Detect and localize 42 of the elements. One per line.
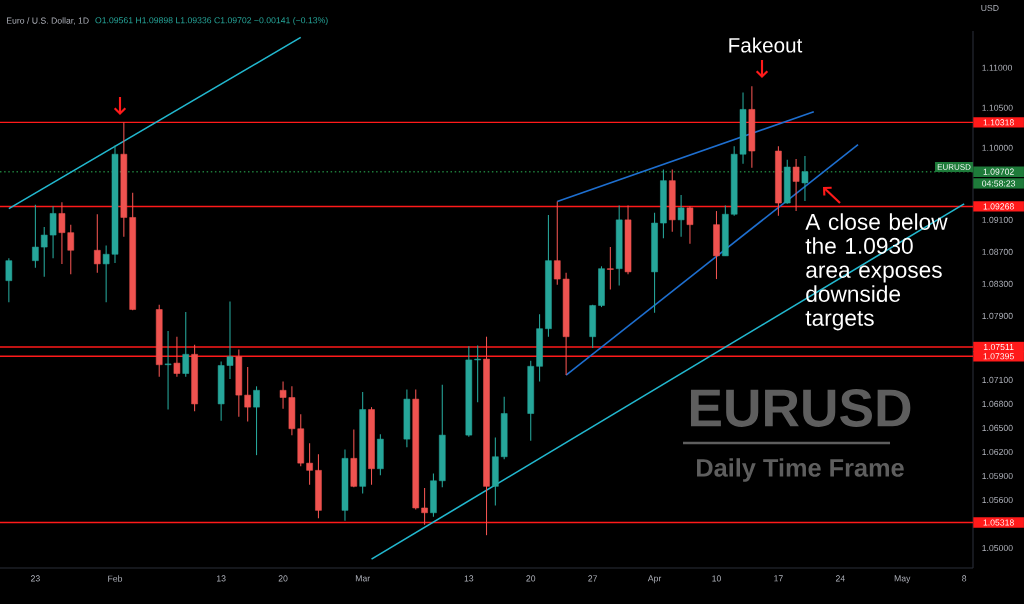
ref-line-label: 1.09702 xyxy=(983,168,1014,175)
chart-title: Euro / U.S. Dollar, 1D xyxy=(6,17,89,25)
y-tick-label: 1.08300 xyxy=(982,280,1013,287)
x-tick-label: 20 xyxy=(278,575,288,582)
ref-line-label: 1.07511 xyxy=(983,343,1014,351)
annotation: EURUSD xyxy=(690,389,911,427)
y-tick-label: 1.06500 xyxy=(982,424,1013,431)
x-tick-label: Mar xyxy=(355,575,370,582)
y-tick-label: 1.09100 xyxy=(982,216,1013,223)
y-tick-label: 1.10000 xyxy=(982,144,1013,151)
x-tick-label: 13 xyxy=(216,575,226,582)
y-tick-label: 1.10500 xyxy=(982,104,1013,111)
y-tick-label: 1.06200 xyxy=(982,448,1013,456)
y-tick-label: 1.05900 xyxy=(982,472,1013,480)
chart-subtitle: O1.09561 H1.09898 L1.09336 C1.09702 −0.00141 (−0.13%) xyxy=(95,16,328,26)
ref-line-label: 1.07395 xyxy=(983,353,1014,360)
ref-line-label: 1.10318 xyxy=(983,119,1014,126)
x-tick-label: 23 xyxy=(31,575,40,582)
x-tick-label: May xyxy=(894,575,911,584)
annotation: Daily Time Frame xyxy=(697,458,904,482)
annotation: Fakeout xyxy=(729,37,803,53)
x-tick-label: 20 xyxy=(526,575,536,582)
y-tick-label: 1.05600 xyxy=(982,496,1013,504)
ref-line-label: 1.05318 xyxy=(983,519,1014,526)
x-tick-label: 10 xyxy=(712,575,721,582)
x-tick-label: 13 xyxy=(464,575,474,582)
y-tick-label: 1.05000 xyxy=(982,544,1013,552)
y-tick-label: 1.07100 xyxy=(982,376,1013,383)
x-tick-label: Feb xyxy=(108,575,123,582)
annotation: EURUSD xyxy=(937,164,971,170)
text: 04:58:23 xyxy=(982,180,1016,187)
ref-line-label: 1.09268 xyxy=(983,203,1014,210)
y-tick-label: 1.08700 xyxy=(982,248,1013,255)
y-axis-title: USD xyxy=(981,4,999,12)
x-tick-label: 17 xyxy=(774,575,783,582)
y-tick-label: 1.11000 xyxy=(982,64,1013,71)
x-tick-label: 27 xyxy=(588,575,598,582)
x-tick-label: Apr xyxy=(647,575,662,584)
x-tick-label: 24 xyxy=(835,575,845,582)
x-tick-label: 8 xyxy=(962,575,967,582)
y-tick-label: 1.07900 xyxy=(982,312,1013,319)
y-tick-label: 1.06800 xyxy=(982,400,1013,407)
